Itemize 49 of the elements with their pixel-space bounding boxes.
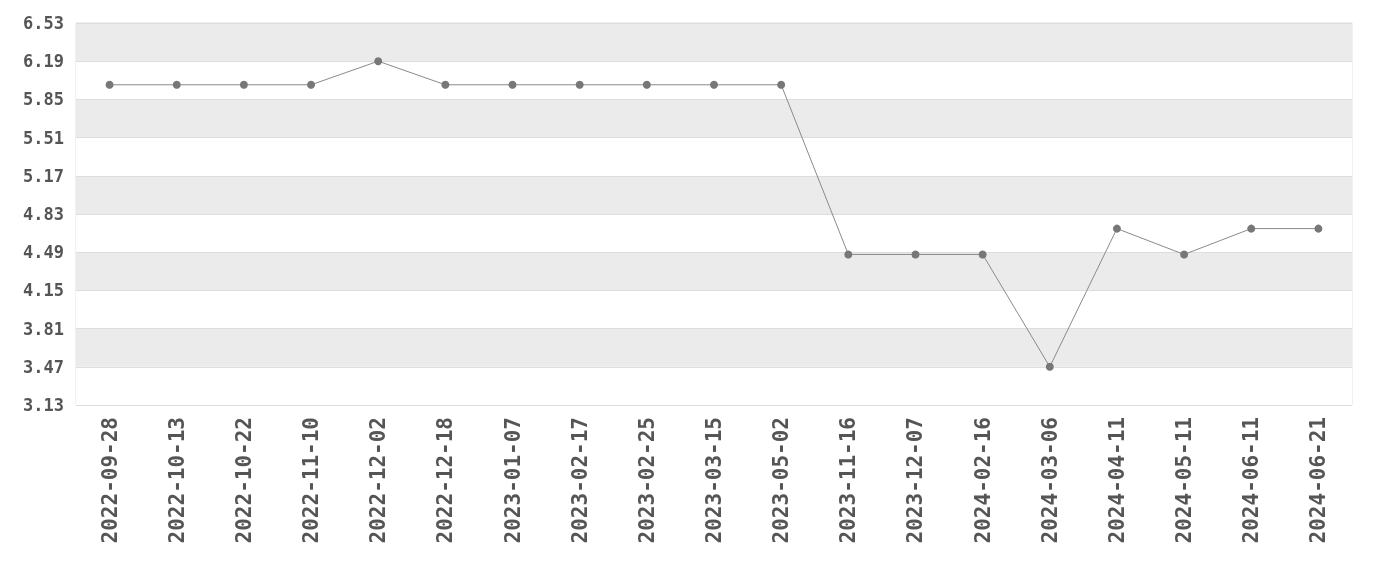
x-tick-label: 2022-12-02: [366, 417, 391, 544]
point: [1314, 224, 1323, 233]
point: [239, 80, 248, 89]
y-tick-label: 3.47: [23, 356, 64, 377]
y-tick-label: 6.53: [23, 13, 64, 33]
x-tick-label: 2024-03-06: [1037, 417, 1062, 544]
point: [374, 57, 383, 66]
point: [1247, 224, 1256, 233]
y-tick-label: 5.85: [23, 89, 64, 110]
point: [642, 80, 651, 89]
point: [575, 80, 584, 89]
y-tick-label: 3.13: [23, 395, 64, 415]
y-tick-label: 3.81: [23, 318, 64, 339]
x-tick-label: 2022-09-28: [97, 417, 122, 544]
point: [710, 80, 718, 89]
point: [1112, 224, 1121, 233]
point: [777, 80, 786, 89]
point: [1045, 362, 1054, 371]
x-tick-label: 2023-05-02: [769, 417, 794, 544]
y-tick-label: 5.51: [23, 127, 64, 148]
y-tick-label: 5.17: [23, 165, 64, 186]
y-tick-label: 6.19: [23, 51, 64, 72]
point: [911, 250, 920, 259]
x-tick-label: 2024-05-11: [1172, 417, 1197, 544]
x-tick-label: 2024-06-11: [1239, 417, 1264, 544]
point: [508, 80, 517, 89]
x-tick-label: 2024-02-16: [970, 417, 995, 544]
point: [441, 80, 450, 89]
x-tick-label: 2022-12-18: [433, 417, 458, 544]
point: [172, 80, 181, 89]
point: [844, 250, 853, 259]
x-tick-label: 2022-10-22: [231, 417, 256, 544]
y-tick-label: 4.15: [23, 280, 64, 301]
x-tick-label: 2023-02-25: [634, 417, 659, 544]
point: [978, 250, 987, 259]
x-tick-label: 2023-11-16: [836, 417, 861, 544]
y-tick-label: 4.49: [23, 242, 64, 263]
x-tick-label: 2023-02-17: [567, 417, 592, 544]
x-tick-label: 2023-01-07: [500, 417, 525, 544]
x-tick-label: 2024-06-21: [1306, 417, 1331, 544]
x-tick-label: 2022-10-13: [164, 417, 189, 544]
x-tick-label: 2024-04-11: [1104, 417, 1129, 544]
x-tick-label: 2023-12-07: [903, 417, 928, 544]
point: [1180, 250, 1189, 259]
x-tick-label: 2022-11-10: [299, 417, 324, 544]
y-tick-label: 4.83: [23, 204, 64, 224]
point: [105, 80, 114, 89]
point: [307, 80, 316, 89]
x-tick-label: 2023-03-15: [702, 417, 726, 544]
